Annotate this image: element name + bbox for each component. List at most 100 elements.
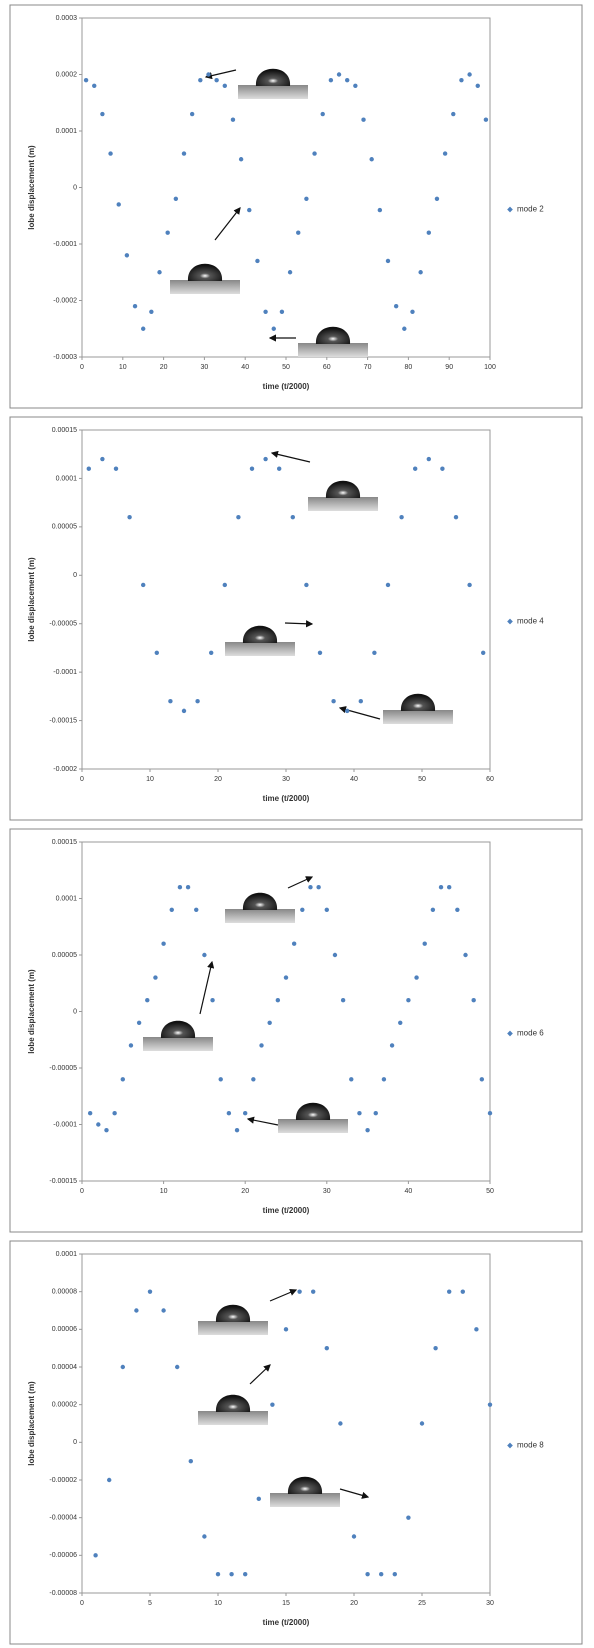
y-tick-label: 0.00002	[52, 1402, 77, 1409]
data-point	[182, 709, 186, 713]
data-point	[96, 1122, 100, 1126]
x-tick-label: 20	[350, 1600, 358, 1607]
data-point	[189, 1459, 193, 1463]
y-tick-label: 0.00005	[52, 524, 77, 531]
y-axis-label: lobe displacement (m)	[27, 969, 36, 1054]
y-tick-label: -0.00006	[49, 1552, 77, 1559]
data-point	[165, 231, 169, 235]
data-point	[296, 231, 300, 235]
data-point	[304, 583, 308, 587]
y-tick-label: 0.0003	[56, 15, 78, 22]
y-tick-label: -0.00005	[49, 621, 77, 628]
panel: 0.000150.00010.000050-0.00005-0.0001-0.0…	[10, 417, 582, 820]
data-point	[93, 1553, 97, 1557]
data-point	[311, 1289, 315, 1293]
data-point	[386, 583, 390, 587]
data-point	[420, 1421, 424, 1425]
data-point	[243, 1572, 247, 1576]
data-point	[117, 202, 121, 206]
data-point	[198, 78, 202, 82]
data-point	[321, 112, 325, 116]
data-point	[447, 885, 451, 889]
data-point	[114, 467, 118, 471]
data-point	[236, 515, 240, 519]
y-tick-label: -0.0002	[53, 766, 77, 773]
data-point	[148, 1289, 152, 1293]
data-point	[329, 78, 333, 82]
y-tick-label: -0.00015	[49, 717, 77, 724]
data-point	[186, 885, 190, 889]
data-point	[100, 457, 104, 461]
y-tick-label: 0.00004	[52, 1364, 77, 1371]
data-point	[484, 118, 488, 122]
panel: 0.00010.000080.000060.000040.000020-0.00…	[10, 1241, 582, 1644]
panel: 0.000150.00010.000050-0.00005-0.0001-0.0…	[10, 829, 582, 1232]
data-point	[229, 1572, 233, 1576]
data-point	[406, 1515, 410, 1519]
x-tick-label: 10	[146, 776, 154, 783]
data-point	[168, 699, 172, 703]
data-point	[92, 84, 96, 88]
data-point	[461, 1289, 465, 1293]
data-point	[291, 515, 295, 519]
data-point	[292, 942, 296, 946]
data-point	[216, 1572, 220, 1576]
x-tick-label: 50	[282, 364, 290, 371]
data-point	[300, 908, 304, 912]
x-tick-label: 20	[160, 364, 168, 371]
x-tick-label: 25	[418, 1600, 426, 1607]
y-tick-label: 0.0002	[56, 71, 78, 78]
data-point	[312, 151, 316, 155]
data-point	[399, 515, 403, 519]
data-point	[349, 1077, 353, 1081]
x-tick-label: 40	[405, 1188, 413, 1195]
data-point	[255, 259, 259, 263]
panel-border	[10, 1241, 582, 1644]
data-point	[84, 78, 88, 82]
data-point	[435, 197, 439, 201]
data-point	[454, 515, 458, 519]
data-point	[134, 1308, 138, 1312]
data-point	[251, 1077, 255, 1081]
x-tick-label: 10	[160, 1188, 168, 1195]
y-tick-label: -0.00005	[49, 1065, 77, 1072]
data-point	[223, 583, 227, 587]
y-axis-label: lobe displacement (m)	[27, 1381, 36, 1466]
data-point	[365, 1128, 369, 1132]
legend-label: mode 6	[517, 1029, 544, 1038]
y-tick-label: 0.00015	[52, 427, 77, 434]
panel-border	[10, 5, 582, 408]
data-point	[214, 78, 218, 82]
y-tick-label: -0.00004	[49, 1515, 77, 1522]
x-tick-label: 30	[323, 1188, 331, 1195]
data-point	[121, 1365, 125, 1369]
data-point	[270, 1402, 274, 1406]
x-tick-label: 90	[445, 364, 453, 371]
data-point	[423, 942, 427, 946]
x-tick-label: 80	[405, 364, 413, 371]
data-point	[352, 1534, 356, 1538]
data-point	[481, 651, 485, 655]
data-point	[243, 1111, 247, 1115]
data-point	[157, 270, 161, 274]
data-point	[190, 112, 194, 116]
data-point	[194, 908, 198, 912]
data-point	[170, 908, 174, 912]
y-tick-label: -0.00015	[49, 1178, 77, 1185]
data-point	[178, 885, 182, 889]
x-tick-label: 60	[486, 776, 494, 783]
data-point	[325, 908, 329, 912]
page: 0.00030.00020.00010-0.0001-0.0002-0.0003…	[0, 0, 594, 1648]
data-point	[471, 998, 475, 1002]
x-tick-label: 50	[418, 776, 426, 783]
y-axis-label: lobe displacement (m)	[27, 557, 36, 642]
figure: 0.00030.00020.00010-0.0001-0.0002-0.0003…	[0, 0, 594, 1648]
data-point	[284, 975, 288, 979]
data-point	[263, 310, 267, 314]
x-tick-label: 40	[241, 364, 249, 371]
data-point	[209, 651, 213, 655]
data-point	[87, 467, 91, 471]
data-point	[443, 151, 447, 155]
data-point	[476, 84, 480, 88]
data-point	[206, 72, 210, 76]
